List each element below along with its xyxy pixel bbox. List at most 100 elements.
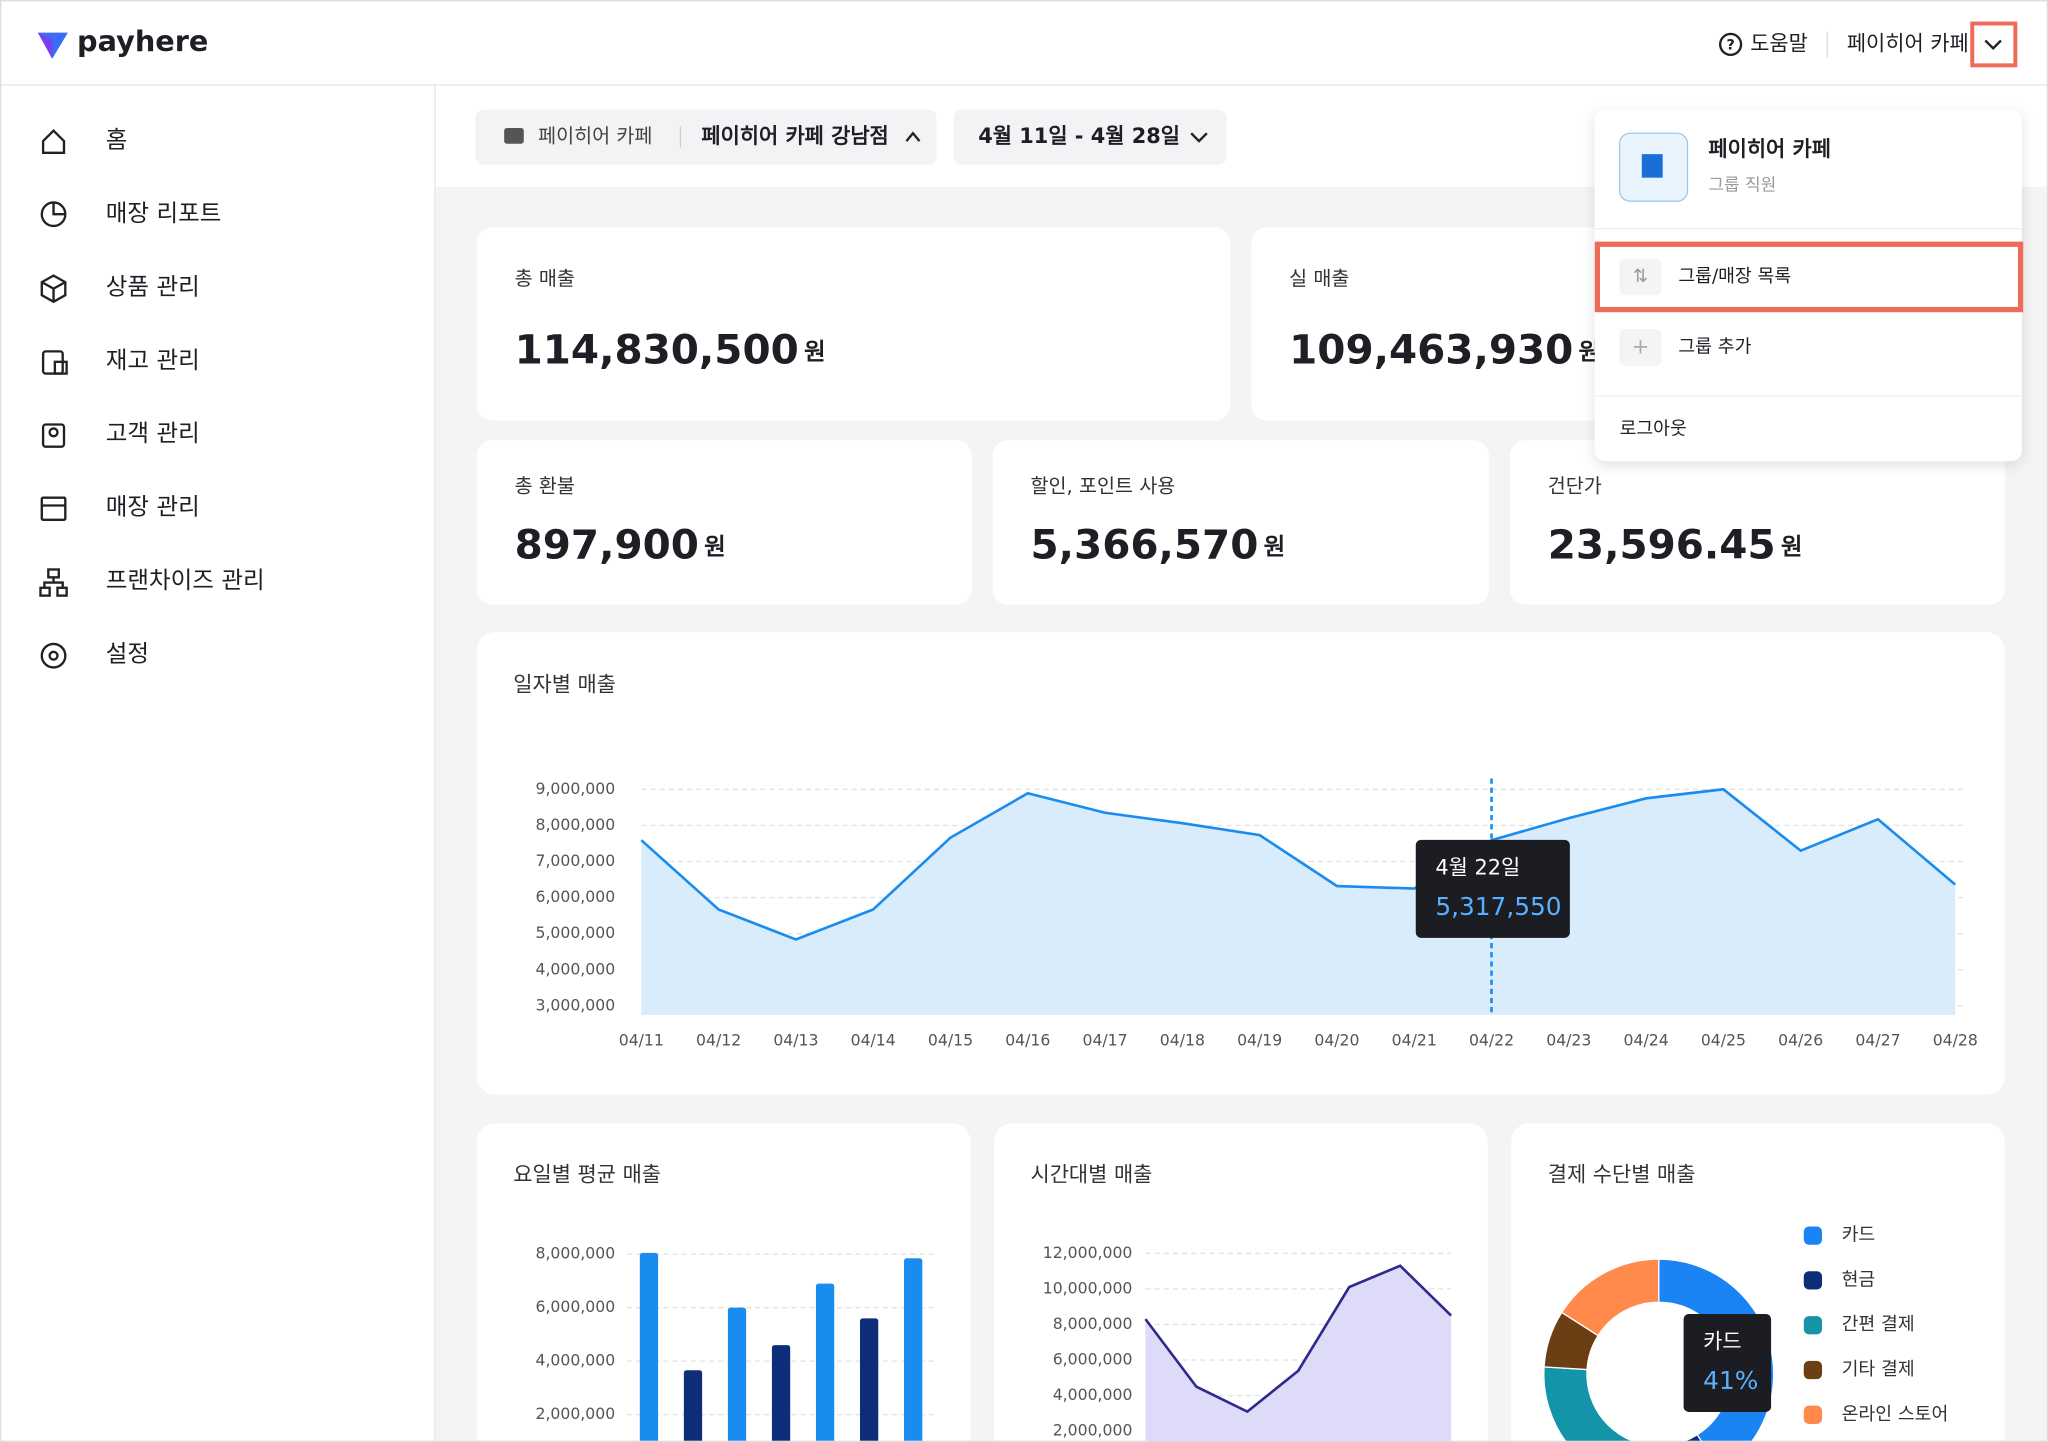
bar	[683, 1370, 703, 1442]
line	[640, 787, 1957, 941]
store-filter-label[interactable]: 페이히어 카페 강남점	[701, 124, 888, 148]
line	[1144, 1264, 1453, 1414]
store-filter[interactable]	[475, 109, 937, 165]
stat-value: 897,900 원	[515, 520, 726, 568]
chevron-down[interactable]	[1984, 39, 2002, 51]
list-icon-box	[1619, 258, 1662, 296]
stat-number: 23,596.45	[1548, 520, 1776, 568]
stat-card	[992, 440, 1489, 605]
y-tick-label: 3,000,000	[535, 995, 615, 1014]
nav-item[interactable]: 매장 관리	[106, 493, 200, 521]
tooltip-value: 41%	[1703, 1366, 1758, 1395]
y-tick-label: 10,000,000	[1043, 1278, 1133, 1297]
y-tick-label: 8,000,000	[535, 1244, 615, 1263]
stat-unit: 원	[1579, 337, 1601, 365]
help-icon[interactable]	[1718, 32, 1743, 57]
y-tick-label: 8,000,000	[1053, 1314, 1133, 1333]
donut-slice	[1679, 1433, 1703, 1442]
menu-item[interactable]: 그룹 추가	[1678, 336, 1751, 357]
x-tick-label: 04/28	[1933, 1031, 1978, 1050]
group-filter[interactable]: 페이히어 카페	[538, 125, 652, 148]
date-range[interactable]: 4월 11일 - 4월 28일	[978, 124, 1180, 148]
menu-item[interactable]: 로그아웃	[1620, 419, 1687, 440]
y-tick-label: 4,000,000	[1053, 1385, 1133, 1404]
date-filter[interactable]	[953, 109, 1227, 165]
area	[1145, 1265, 1452, 1442]
group-icon	[1641, 154, 1663, 178]
store-name[interactable]: 페이히어 카페	[1847, 31, 1969, 55]
y-tick-label: 9,000,000	[535, 779, 615, 798]
x-tick-label: 04/11	[619, 1031, 664, 1050]
stat-number: 114,830,500	[515, 326, 799, 374]
nav-item[interactable]: 프랜차이즈 관리	[106, 566, 265, 594]
x-tick-label: 04/21	[1392, 1031, 1437, 1050]
stat-card	[476, 227, 1231, 421]
tooltip-title: 4월 22일	[1435, 856, 1520, 880]
x-tick-label: 04/18	[1160, 1031, 1205, 1050]
help[interactable]: 도움말	[1750, 31, 1808, 55]
tooltip	[1415, 839, 1570, 938]
chart-title: 요일별 평균 매출	[513, 1163, 661, 1187]
x-tick-label: 04/17	[1082, 1031, 1127, 1050]
bar	[904, 1258, 923, 1442]
x-tick-label: 04/15	[928, 1031, 973, 1050]
stat-card	[1509, 440, 2005, 605]
help-icon-mark: ?	[1726, 38, 1734, 54]
x-tick-label: 04/12	[696, 1031, 741, 1050]
legend-swatch	[1803, 1226, 1823, 1245]
chart-card	[476, 1123, 971, 1442]
group-role: 그룹 직원	[1708, 175, 1776, 195]
stat-value: 109,463,930 원	[1289, 326, 1600, 374]
highlight	[1594, 241, 2024, 313]
legend-label: 간편 결제	[1842, 1314, 1915, 1335]
menu-item[interactable]: 그룹/매장 목록	[1678, 266, 1791, 287]
x-tick-label: 04/23	[1546, 1031, 1591, 1050]
legend-label: 현금	[1842, 1269, 1876, 1290]
stat-number: 109,463,930	[1289, 326, 1573, 374]
x-tick-label: 04/14	[851, 1031, 896, 1050]
tooltip-title: 카드	[1703, 1330, 1741, 1354]
logo[interactable]: payhere	[77, 24, 208, 58]
y-tick-label: 2,000,000	[1053, 1421, 1133, 1440]
sidebar	[0, 0, 435, 1442]
y-tick-label: 5,000,000	[535, 923, 615, 942]
y-tick-label: 6,000,000	[535, 887, 615, 906]
bar	[859, 1318, 879, 1442]
tooltip-value: 5,317,550	[1435, 892, 1561, 921]
nav-item[interactable]: 상품 관리	[106, 272, 200, 300]
stat-label: 총 매출	[515, 267, 575, 290]
stat-unit: 원	[1781, 532, 1803, 560]
nav-item[interactable]: 재고 관리	[106, 346, 200, 374]
list-icon: ⇅	[1633, 266, 1648, 287]
nav-item[interactable]: 설정	[106, 639, 149, 667]
x-tick-label: 04/20	[1314, 1031, 1359, 1050]
chevron-up	[905, 131, 921, 142]
stat-value: 5,366,570 원	[1031, 520, 1286, 568]
stat-card	[476, 440, 972, 605]
bar	[815, 1283, 835, 1442]
y-tick-label: 6,000,000	[535, 1297, 615, 1316]
x-tick-label: 04/16	[1005, 1031, 1050, 1050]
bar	[771, 1345, 791, 1442]
stat-unit: 원	[704, 532, 726, 560]
stat-label: 건단가	[1548, 475, 1602, 498]
nav-item[interactable]: 홈	[106, 126, 128, 154]
stat-value: 23,596.45 원	[1548, 520, 1803, 568]
y-tick-label: 2,000,000	[535, 1404, 615, 1423]
legend-swatch	[1803, 1360, 1823, 1380]
chart-title: 결제 수단별 매출	[1548, 1163, 1696, 1187]
bar	[727, 1307, 747, 1442]
nav-item[interactable]: 매장 리포트	[106, 199, 222, 227]
logo-mark	[37, 32, 53, 59]
y-tick-label: 6,000,000	[1053, 1350, 1133, 1369]
stat-number: 5,366,570	[1031, 520, 1259, 568]
legend-label: 기타 결제	[1842, 1359, 1915, 1380]
nav-item[interactable]: 고객 관리	[106, 419, 200, 447]
legend-swatch	[1803, 1405, 1823, 1424]
x-tick-label: 04/24	[1624, 1031, 1669, 1050]
area	[641, 789, 1956, 1015]
stat-label: 할인, 포인트 사용	[1031, 475, 1176, 498]
